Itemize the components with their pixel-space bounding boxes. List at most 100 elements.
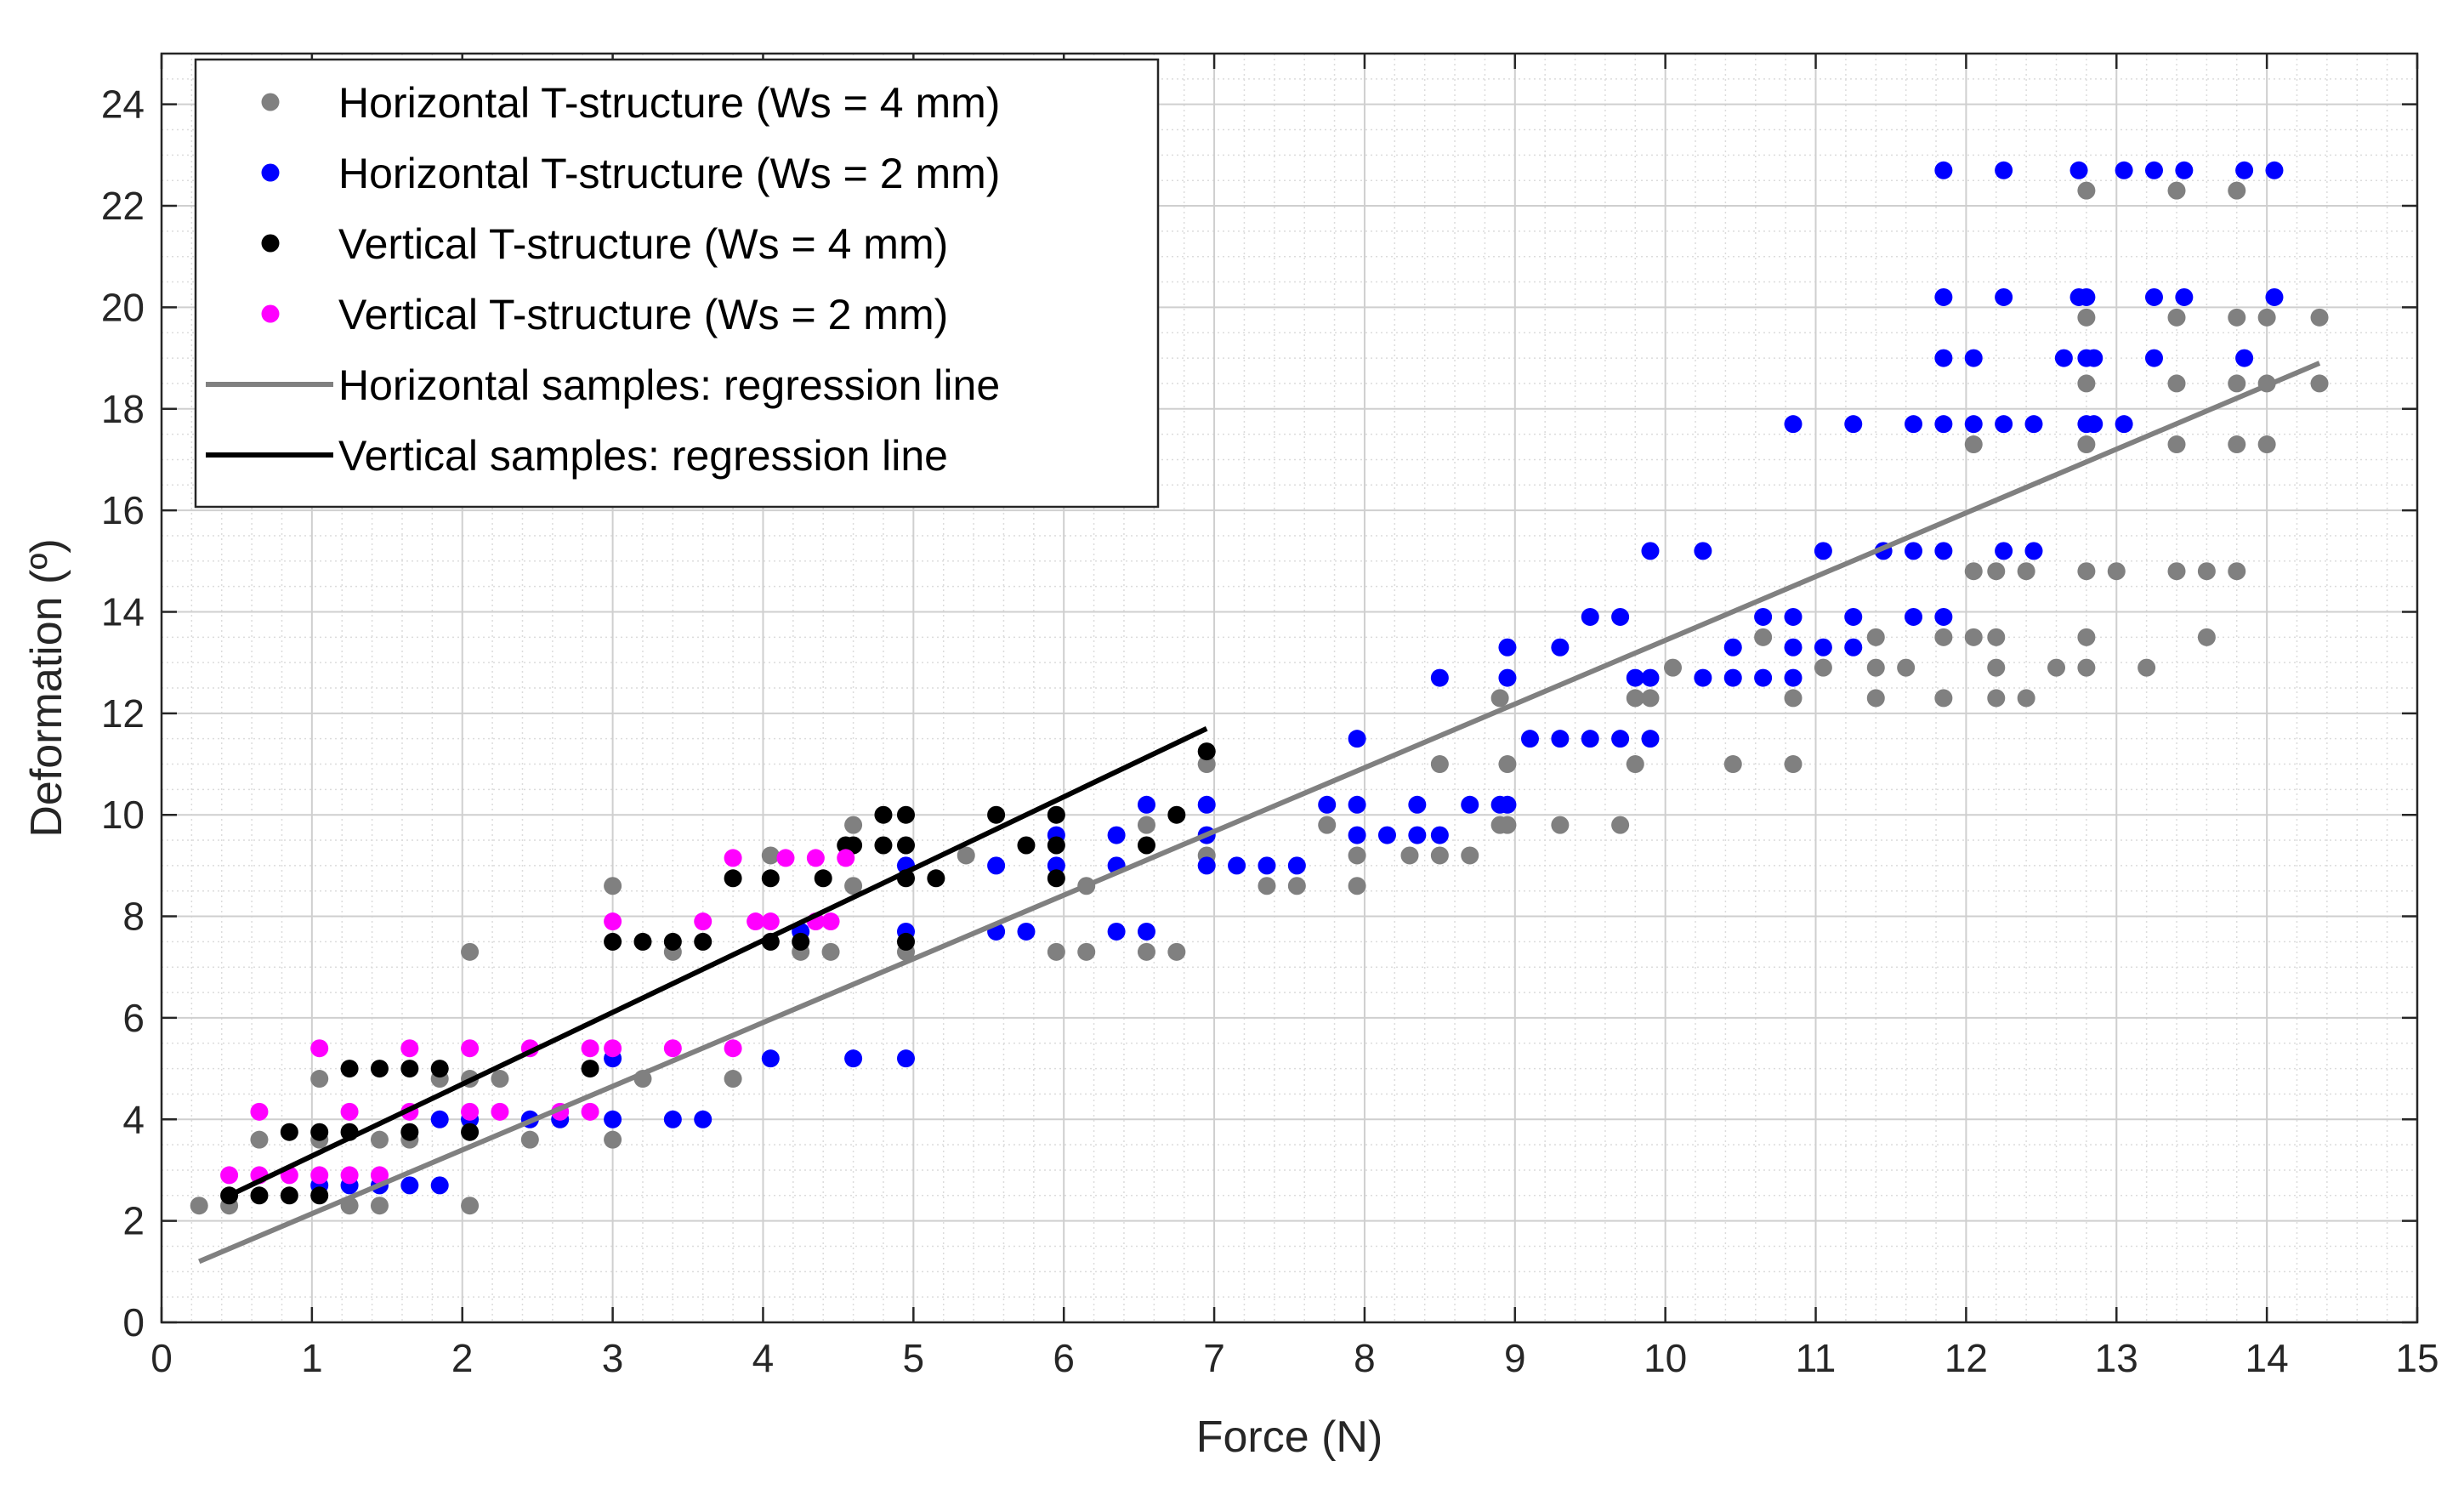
x-tick-label: 3 bbox=[602, 1336, 624, 1380]
x-tick-label: 15 bbox=[2395, 1336, 2438, 1380]
data-point bbox=[1430, 846, 1449, 865]
data-point bbox=[1995, 415, 2013, 434]
legend-label: Horizontal T-structure (Ws = 2 mm) bbox=[338, 150, 1000, 197]
data-point bbox=[1287, 877, 1306, 895]
legend: Horizontal T-structure (Ws = 4 mm) Horizo… bbox=[194, 58, 1160, 509]
data-point bbox=[1964, 628, 1983, 646]
data-point bbox=[724, 869, 742, 888]
regression-line-5 bbox=[228, 726, 1208, 1198]
data-point bbox=[1137, 836, 1155, 855]
data-point bbox=[1077, 942, 1096, 961]
legend-label: Vertical samples: regression line bbox=[338, 432, 948, 480]
data-point bbox=[2024, 542, 2043, 560]
data-point bbox=[1430, 826, 1449, 844]
data-point bbox=[220, 1166, 239, 1185]
data-point bbox=[1694, 668, 1712, 687]
data-point bbox=[1664, 658, 1683, 677]
data-point bbox=[1844, 415, 1863, 434]
data-point bbox=[1318, 795, 1337, 814]
data-point bbox=[1047, 836, 1065, 855]
legend-item-1: Horizontal T-structure (Ws = 2 mm) bbox=[261, 150, 1000, 197]
data-point bbox=[1814, 638, 1832, 657]
data-point bbox=[1047, 805, 1065, 824]
data-point bbox=[1047, 869, 1065, 888]
data-point bbox=[2077, 181, 2096, 200]
ticks-layer: 0 1 2 3 4 5 6 7 8 9 10 11 12 13 14 15024681012141618202… bbox=[101, 54, 2439, 1380]
y-tick-label: 8 bbox=[122, 895, 145, 939]
data-point bbox=[2054, 349, 2073, 367]
data-point bbox=[806, 849, 825, 867]
data-point bbox=[2024, 415, 2043, 434]
data-point bbox=[1866, 689, 1885, 708]
data-point bbox=[2257, 308, 2276, 327]
y-tick-label: 6 bbox=[122, 996, 145, 1040]
data-point bbox=[2228, 562, 2246, 581]
data-point bbox=[1017, 922, 1036, 941]
data-point bbox=[957, 846, 975, 865]
data-point bbox=[1904, 542, 1922, 560]
data-point bbox=[1814, 542, 1832, 560]
y-tick-label: 14 bbox=[101, 589, 145, 634]
x-tick-label: 4 bbox=[752, 1336, 775, 1380]
regression-line-4 bbox=[198, 361, 2321, 1265]
data-point bbox=[2167, 308, 2186, 327]
data-point bbox=[2085, 349, 2103, 367]
data-point bbox=[430, 1060, 449, 1078]
data-point bbox=[761, 912, 780, 931]
data-point bbox=[2310, 308, 2329, 327]
x-tick-label: 1 bbox=[301, 1336, 323, 1380]
data-point bbox=[2175, 287, 2194, 306]
data-point bbox=[2310, 374, 2329, 393]
data-point bbox=[814, 869, 832, 888]
data-point bbox=[2077, 562, 2096, 581]
data-point bbox=[896, 836, 915, 855]
data-point bbox=[604, 932, 622, 951]
data-point bbox=[250, 1102, 269, 1121]
data-point bbox=[2228, 435, 2246, 454]
legend-label: Horizontal T-structure (Ws = 4 mm) bbox=[338, 79, 1000, 127]
data-point bbox=[896, 932, 915, 951]
y-tick-label: 20 bbox=[101, 285, 145, 329]
data-point bbox=[874, 805, 893, 824]
legend-item-5: Vertical samples: regression line bbox=[206, 432, 948, 480]
x-tick-label: 7 bbox=[1203, 1336, 1225, 1380]
data-point bbox=[694, 932, 713, 951]
data-point bbox=[1197, 755, 1216, 774]
data-point bbox=[1987, 628, 2006, 646]
data-point bbox=[1167, 805, 1186, 824]
data-point bbox=[1377, 826, 1396, 844]
data-point bbox=[430, 1176, 449, 1195]
data-point bbox=[2175, 161, 2194, 179]
legend-item-0: Horizontal T-structure (Ws = 4 mm) bbox=[261, 79, 1000, 127]
data-point bbox=[1047, 856, 1065, 875]
data-point bbox=[1987, 658, 2006, 677]
data-point bbox=[370, 1060, 389, 1078]
data-point bbox=[633, 932, 652, 951]
data-point bbox=[1641, 689, 1660, 708]
data-point bbox=[1137, 922, 1155, 941]
data-point bbox=[1490, 689, 1509, 708]
data-point bbox=[604, 1039, 622, 1058]
data-point bbox=[663, 1039, 682, 1058]
data-point bbox=[1626, 689, 1644, 708]
data-point bbox=[2265, 161, 2284, 179]
y-axis-label: Deformation (º) bbox=[22, 538, 71, 837]
data-point bbox=[1430, 755, 1449, 774]
data-point bbox=[491, 1102, 509, 1121]
data-point bbox=[1498, 795, 1517, 814]
data-point bbox=[1551, 816, 1570, 834]
data-point bbox=[400, 1060, 419, 1078]
data-point bbox=[1581, 730, 1599, 748]
data-point bbox=[1934, 628, 1953, 646]
data-point bbox=[2228, 374, 2246, 393]
data-point bbox=[1814, 658, 1832, 677]
data-point bbox=[821, 912, 840, 931]
data-point bbox=[1197, 742, 1216, 761]
data-point bbox=[2077, 287, 2096, 306]
scatter-series-0 bbox=[190, 181, 2329, 1215]
data-point bbox=[2167, 374, 2186, 393]
x-tick-label: 9 bbox=[1504, 1336, 1526, 1380]
data-point bbox=[310, 1123, 329, 1141]
legend-label: Vertical T-structure (Ws = 4 mm) bbox=[338, 220, 948, 268]
data-point bbox=[1844, 607, 1863, 626]
